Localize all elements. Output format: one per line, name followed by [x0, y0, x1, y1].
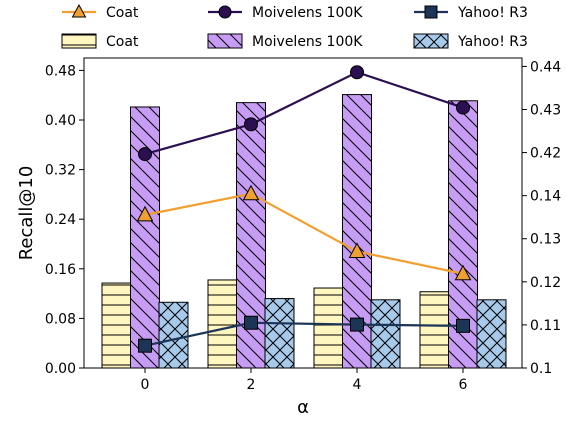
bars — [101, 94, 507, 369]
point-2-0 — [138, 338, 152, 353]
y2-tick-label-4: 0.14 — [530, 189, 561, 205]
point-2-3 — [456, 318, 470, 333]
point-0-1 — [242, 184, 260, 201]
point-1-1 — [244, 117, 258, 132]
legend-marker-2 — [424, 5, 438, 19]
y2-tick-label-6: 0.43 — [530, 102, 561, 118]
y2-tick-label-0: 0.1 — [530, 361, 552, 377]
x-tick-label-3: 6 — [459, 377, 468, 393]
point-2-2 — [350, 317, 364, 332]
bar-hatch-2-0 — [158, 301, 189, 369]
y2-tick-label-7: 0.44 — [530, 59, 561, 75]
bar-hatch-0-2 — [313, 287, 344, 369]
x-axis-title: α — [297, 397, 309, 418]
y-tick-label-4: 0.32 — [45, 163, 76, 179]
line-2 — [144, 321, 464, 347]
y-tick-label-1: 0.08 — [45, 311, 76, 327]
legend-label-line-0: Coat — [106, 5, 139, 21]
y-tick-label-6: 0.48 — [45, 63, 76, 79]
bar-hatch-0-3 — [419, 291, 450, 369]
legend-label-line-1: Moivelens 100K — [252, 5, 363, 21]
point-0-2 — [348, 242, 366, 258]
y-tick-label-3: 0.24 — [45, 212, 76, 228]
bar-hatch-2-2 — [370, 299, 401, 369]
bar-hatch-0-0 — [101, 282, 132, 369]
lines — [136, 65, 472, 353]
legend-label-bar-2: Yahoo! R3 — [457, 34, 528, 50]
point-1-2 — [350, 65, 364, 80]
bar-hatch-1-0 — [130, 106, 160, 369]
y-tick-label-2: 0.16 — [45, 262, 76, 278]
x-tick-label-1: 2 — [247, 377, 256, 393]
y2-tick-label-3: 0.13 — [530, 232, 561, 248]
bar-hatch-0-1 — [207, 279, 238, 369]
x-tick-label-2: 4 — [353, 377, 362, 393]
point-1-3 — [456, 100, 470, 115]
point-1-0 — [138, 147, 152, 162]
bar-hatch-2-3 — [476, 299, 507, 369]
axes: 0.00 0.08 0.16 0.24 0.32 0.40 0.48 0.1 0.11 0.12 0… — [45, 57, 561, 393]
y2-tick-label-2: 0.12 — [530, 275, 561, 291]
legend-marker-0 — [71, 3, 87, 18]
point-0-0 — [136, 205, 154, 222]
legend: Coat Moivelens 100K Yahoo! R3 Coat Moivelens… — [61, 3, 528, 50]
line-1 — [144, 71, 464, 156]
legend-swatch-hatch-2 — [413, 33, 449, 49]
legend-label-bar-0: Coat — [106, 34, 139, 50]
point-0-3 — [454, 264, 472, 281]
y2-tick-label-5: 0.42 — [530, 146, 561, 162]
y-tick-label-0: 0.00 — [45, 361, 76, 377]
legend-swatch-hatch-0 — [61, 33, 97, 49]
legend-marker-1 — [218, 5, 232, 19]
legend-label-bar-1: Moivelens 100K — [252, 34, 363, 50]
bar-hatch-2-1 — [264, 298, 295, 369]
x-tick-label-0: 0 — [141, 377, 150, 393]
y-tick-label-5: 0.40 — [45, 113, 76, 129]
legend-swatch-hatch-1 — [207, 33, 243, 49]
point-2-1 — [244, 315, 258, 330]
y-axis-title: Recall@10 — [16, 166, 37, 261]
y2-tick-label-1: 0.11 — [530, 318, 561, 334]
line-0 — [144, 192, 464, 275]
legend-label-line-2: Yahoo! R3 — [457, 5, 528, 21]
plot-frame — [83, 57, 523, 369]
